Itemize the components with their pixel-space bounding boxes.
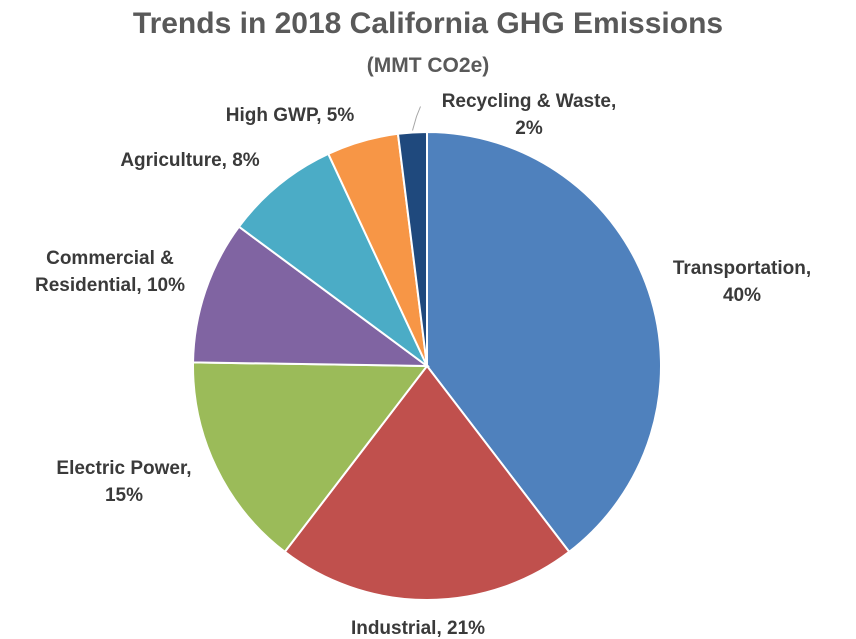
slice-label-line: Industrial, 21%: [351, 618, 485, 639]
slice-label-agriculture: Agriculture, 8%: [120, 150, 259, 171]
slice-label-commercial-and-residential: Commercial & Residential, 10%: [35, 248, 185, 296]
slice-label-line: Transportation,: [673, 258, 811, 279]
slice-label-line: 15%: [105, 485, 143, 506]
pie-slice-agriculture: [237, 152, 428, 367]
pie-slice-transportation: [426, 130, 663, 554]
pie-slices: [192, 130, 663, 602]
slice-label-line: Residential, 10%: [35, 275, 185, 296]
pie-slice-industrial: [283, 364, 571, 602]
pie-slice-electric-power: [192, 361, 430, 554]
chart-title: Trends in 2018 California GHG Emissions: [133, 7, 723, 40]
slice-label-line: Electric Power,: [56, 458, 191, 479]
slice-label-recycling-and-waste: Recycling & Waste, 2%: [442, 91, 617, 139]
slice-label-industrial: Industrial, 21%: [351, 618, 485, 639]
slice-label-line: 40%: [723, 285, 761, 306]
slice-label-high-gwp: High GWP, 5%: [226, 105, 355, 126]
leader-line-recycling-and-waste: [412, 106, 421, 131]
slice-labels: Transportation, 40% Industrial, 21% Electri…: [35, 91, 811, 639]
pie-slice-recycling-and-waste: [396, 130, 428, 367]
slice-label-line: Recycling & Waste,: [442, 91, 617, 112]
slice-label-line: 2%: [515, 118, 543, 139]
slice-label-electric-power: Electric Power, 15%: [56, 458, 191, 506]
slice-label-transportation: Transportation, 40%: [673, 258, 811, 306]
slice-label-line: High GWP, 5%: [226, 105, 355, 126]
slice-label-line: Commercial &: [46, 248, 174, 269]
slice-label-line: Agriculture, 8%: [120, 150, 259, 171]
chart-subtitle: (MMT CO2e): [367, 54, 490, 77]
pie-slice-commercial-and-residential: [192, 225, 431, 368]
leader-lines: [412, 106, 421, 131]
